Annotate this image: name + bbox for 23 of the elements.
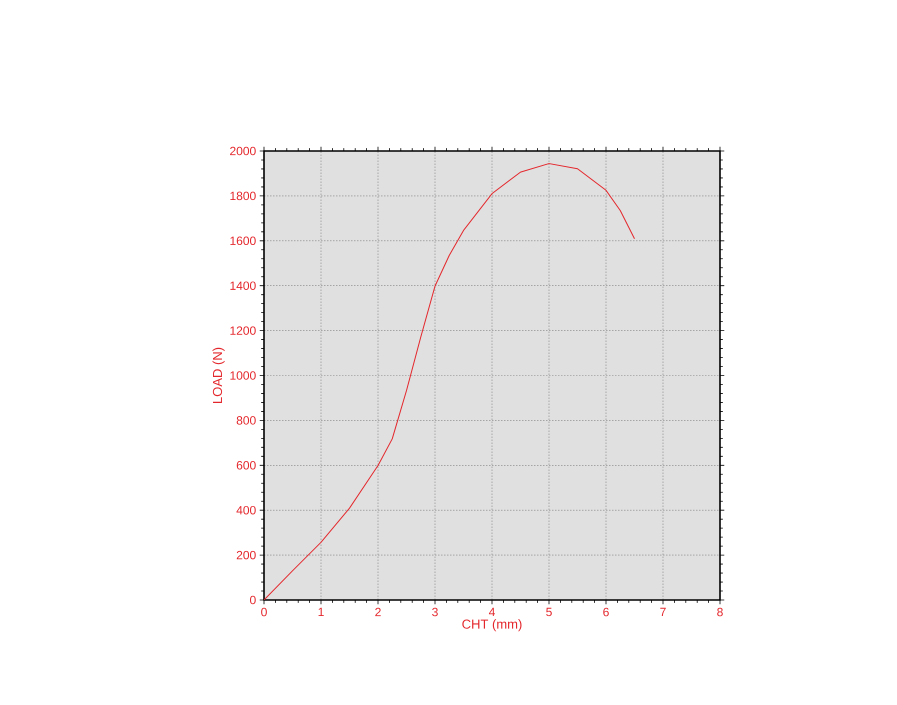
y-tick-label: 1800 bbox=[230, 192, 256, 200]
x-tick-label: 5 bbox=[546, 608, 552, 616]
y-tick-label: 400 bbox=[236, 506, 256, 514]
x-tick-label: 3 bbox=[432, 608, 438, 616]
line-series bbox=[264, 163, 635, 600]
y-tick-label: 1600 bbox=[230, 236, 256, 246]
x-tick-label: 0 bbox=[261, 608, 267, 616]
y-tick-label: 200 bbox=[236, 550, 256, 560]
y-tick-label: 0 bbox=[250, 596, 256, 604]
y-tick-label: 800 bbox=[236, 416, 256, 425]
x-tick-label: 2 bbox=[375, 608, 381, 616]
x-tick-label: 8 bbox=[717, 608, 723, 616]
x-tick-label: 1 bbox=[318, 608, 324, 616]
y-tick-label: 1400 bbox=[230, 281, 256, 290]
y-tick-label: 600 bbox=[236, 461, 256, 470]
y-tick-label: 1200 bbox=[230, 326, 256, 335]
x-axis-title: CHT (mm) bbox=[462, 619, 522, 632]
y-axis-title: LOAD (N) bbox=[212, 348, 225, 403]
y-tick-label: 2000 bbox=[230, 146, 256, 156]
x-tick-label: 7 bbox=[660, 608, 666, 616]
y-tick-label: 1000 bbox=[230, 371, 256, 380]
x-tick-label: 4 bbox=[488, 608, 495, 616]
x-tick-label: 6 bbox=[603, 608, 609, 616]
